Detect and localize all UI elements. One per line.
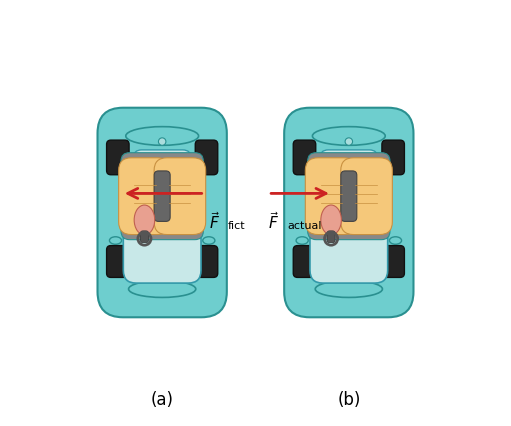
Ellipse shape	[321, 206, 341, 235]
FancyBboxPatch shape	[154, 172, 170, 222]
Ellipse shape	[312, 127, 385, 146]
Circle shape	[329, 237, 334, 242]
Ellipse shape	[315, 281, 382, 298]
FancyBboxPatch shape	[293, 141, 316, 176]
Text: actual: actual	[287, 220, 322, 230]
Ellipse shape	[129, 281, 196, 298]
Ellipse shape	[296, 237, 308, 245]
Circle shape	[142, 237, 147, 242]
Ellipse shape	[109, 237, 122, 245]
FancyBboxPatch shape	[382, 246, 404, 278]
FancyBboxPatch shape	[119, 158, 170, 235]
FancyBboxPatch shape	[123, 223, 201, 283]
FancyBboxPatch shape	[341, 172, 357, 222]
FancyBboxPatch shape	[293, 246, 316, 278]
Ellipse shape	[126, 127, 199, 146]
FancyBboxPatch shape	[121, 153, 203, 240]
Text: fict: fict	[228, 220, 246, 230]
Text: $\vec{F}$: $\vec{F}$	[209, 211, 220, 232]
FancyBboxPatch shape	[154, 158, 206, 235]
Circle shape	[158, 138, 166, 146]
Ellipse shape	[389, 237, 402, 245]
Text: (b): (b)	[337, 390, 361, 408]
FancyBboxPatch shape	[98, 109, 227, 317]
FancyBboxPatch shape	[195, 141, 218, 176]
FancyBboxPatch shape	[341, 158, 392, 235]
Ellipse shape	[134, 206, 155, 235]
FancyBboxPatch shape	[327, 231, 335, 243]
FancyBboxPatch shape	[305, 158, 357, 235]
Circle shape	[345, 138, 353, 146]
FancyBboxPatch shape	[320, 150, 378, 193]
FancyBboxPatch shape	[284, 109, 413, 317]
FancyBboxPatch shape	[133, 150, 191, 193]
Text: (a): (a)	[151, 390, 174, 408]
FancyBboxPatch shape	[308, 153, 390, 240]
FancyBboxPatch shape	[195, 246, 218, 278]
FancyBboxPatch shape	[141, 231, 148, 243]
FancyBboxPatch shape	[310, 223, 388, 283]
FancyBboxPatch shape	[107, 246, 129, 278]
FancyBboxPatch shape	[382, 141, 404, 176]
FancyBboxPatch shape	[107, 141, 129, 176]
Ellipse shape	[203, 237, 215, 245]
Text: $\vec{F}$: $\vec{F}$	[268, 211, 279, 232]
